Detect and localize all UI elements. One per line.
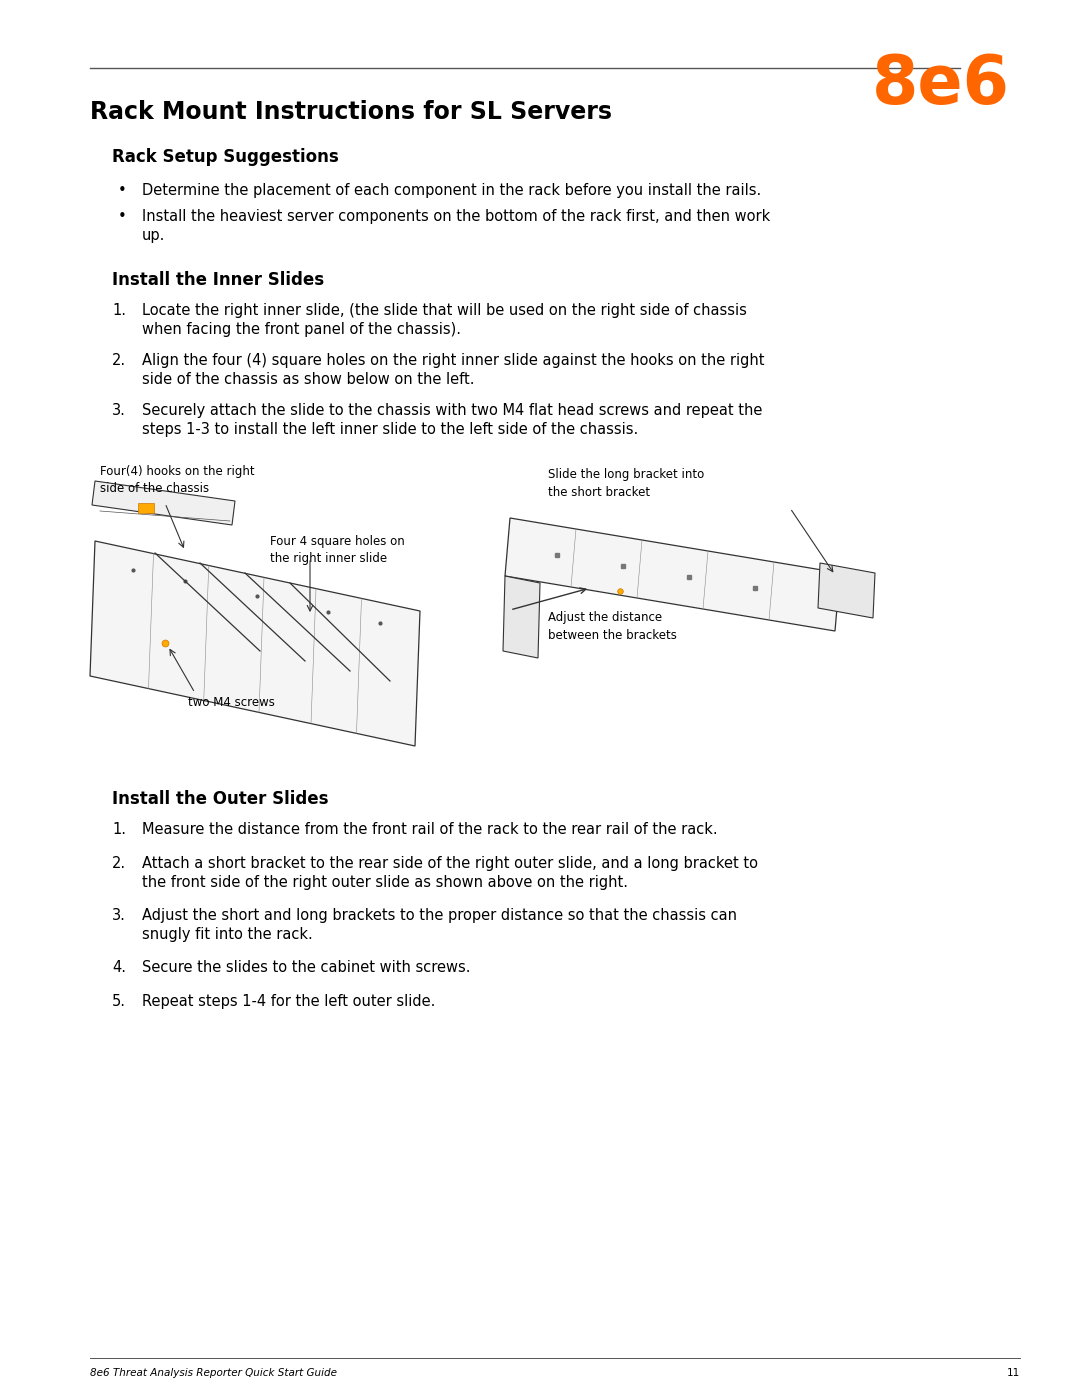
Text: Rack Setup Suggestions: Rack Setup Suggestions [112, 148, 339, 166]
Text: Install the Outer Slides: Install the Outer Slides [112, 789, 328, 807]
Text: Attach a short bracket to the rear side of the right outer slide, and a long bra: Attach a short bracket to the rear side … [141, 856, 758, 890]
Polygon shape [818, 563, 875, 617]
Text: Locate the right inner slide, (the slide that will be used on the right side of : Locate the right inner slide, (the slide… [141, 303, 747, 337]
Polygon shape [503, 576, 540, 658]
Polygon shape [90, 541, 420, 746]
Text: Four(4) hooks on the right
side of the chassis: Four(4) hooks on the right side of the c… [100, 465, 255, 495]
Text: 2.: 2. [112, 856, 126, 870]
Text: Install the Inner Slides: Install the Inner Slides [112, 271, 324, 289]
Text: Securely attach the slide to the chassis with two M4 flat head screws and repeat: Securely attach the slide to the chassis… [141, 402, 762, 437]
Text: 2.: 2. [112, 353, 126, 367]
Text: Install the heaviest server components on the bottom of the rack first, and then: Install the heaviest server components o… [141, 210, 770, 243]
Text: Four 4 square holes on
the right inner slide: Four 4 square holes on the right inner s… [270, 535, 405, 564]
Text: 1.: 1. [112, 821, 126, 837]
Text: Determine the placement of each component in the rack before you install the rai: Determine the placement of each componen… [141, 183, 761, 198]
Text: Rack Mount Instructions for SL Servers: Rack Mount Instructions for SL Servers [90, 101, 612, 124]
Polygon shape [505, 518, 840, 631]
Text: 11: 11 [1007, 1368, 1020, 1377]
Polygon shape [92, 481, 235, 525]
Text: two M4 screws: two M4 screws [188, 696, 275, 710]
Text: Measure the distance from the front rail of the rack to the rear rail of the rac: Measure the distance from the front rail… [141, 821, 717, 837]
Text: 8e6: 8e6 [872, 52, 1010, 117]
Text: 1.: 1. [112, 303, 126, 319]
Text: Secure the slides to the cabinet with screws.: Secure the slides to the cabinet with sc… [141, 960, 471, 975]
Text: Slide the long bracket into
the short bracket: Slide the long bracket into the short br… [548, 468, 704, 499]
Text: •: • [118, 210, 126, 224]
Text: Repeat steps 1-4 for the left outer slide.: Repeat steps 1-4 for the left outer slid… [141, 995, 435, 1009]
Text: Adjust the distance
between the brackets: Adjust the distance between the brackets [548, 610, 677, 643]
Text: 5.: 5. [112, 995, 126, 1009]
Text: Adjust the short and long brackets to the proper distance so that the chassis ca: Adjust the short and long brackets to th… [141, 908, 737, 942]
Text: •: • [118, 183, 126, 198]
Text: 8e6 Threat Analysis Reporter Quick Start Guide: 8e6 Threat Analysis Reporter Quick Start… [90, 1368, 337, 1377]
Text: 3.: 3. [112, 402, 126, 418]
Text: 4.: 4. [112, 960, 126, 975]
Text: 3.: 3. [112, 908, 126, 923]
Text: Align the four (4) square holes on the right inner slide against the hooks on th: Align the four (4) square holes on the r… [141, 353, 765, 387]
Bar [138, 503, 154, 513]
